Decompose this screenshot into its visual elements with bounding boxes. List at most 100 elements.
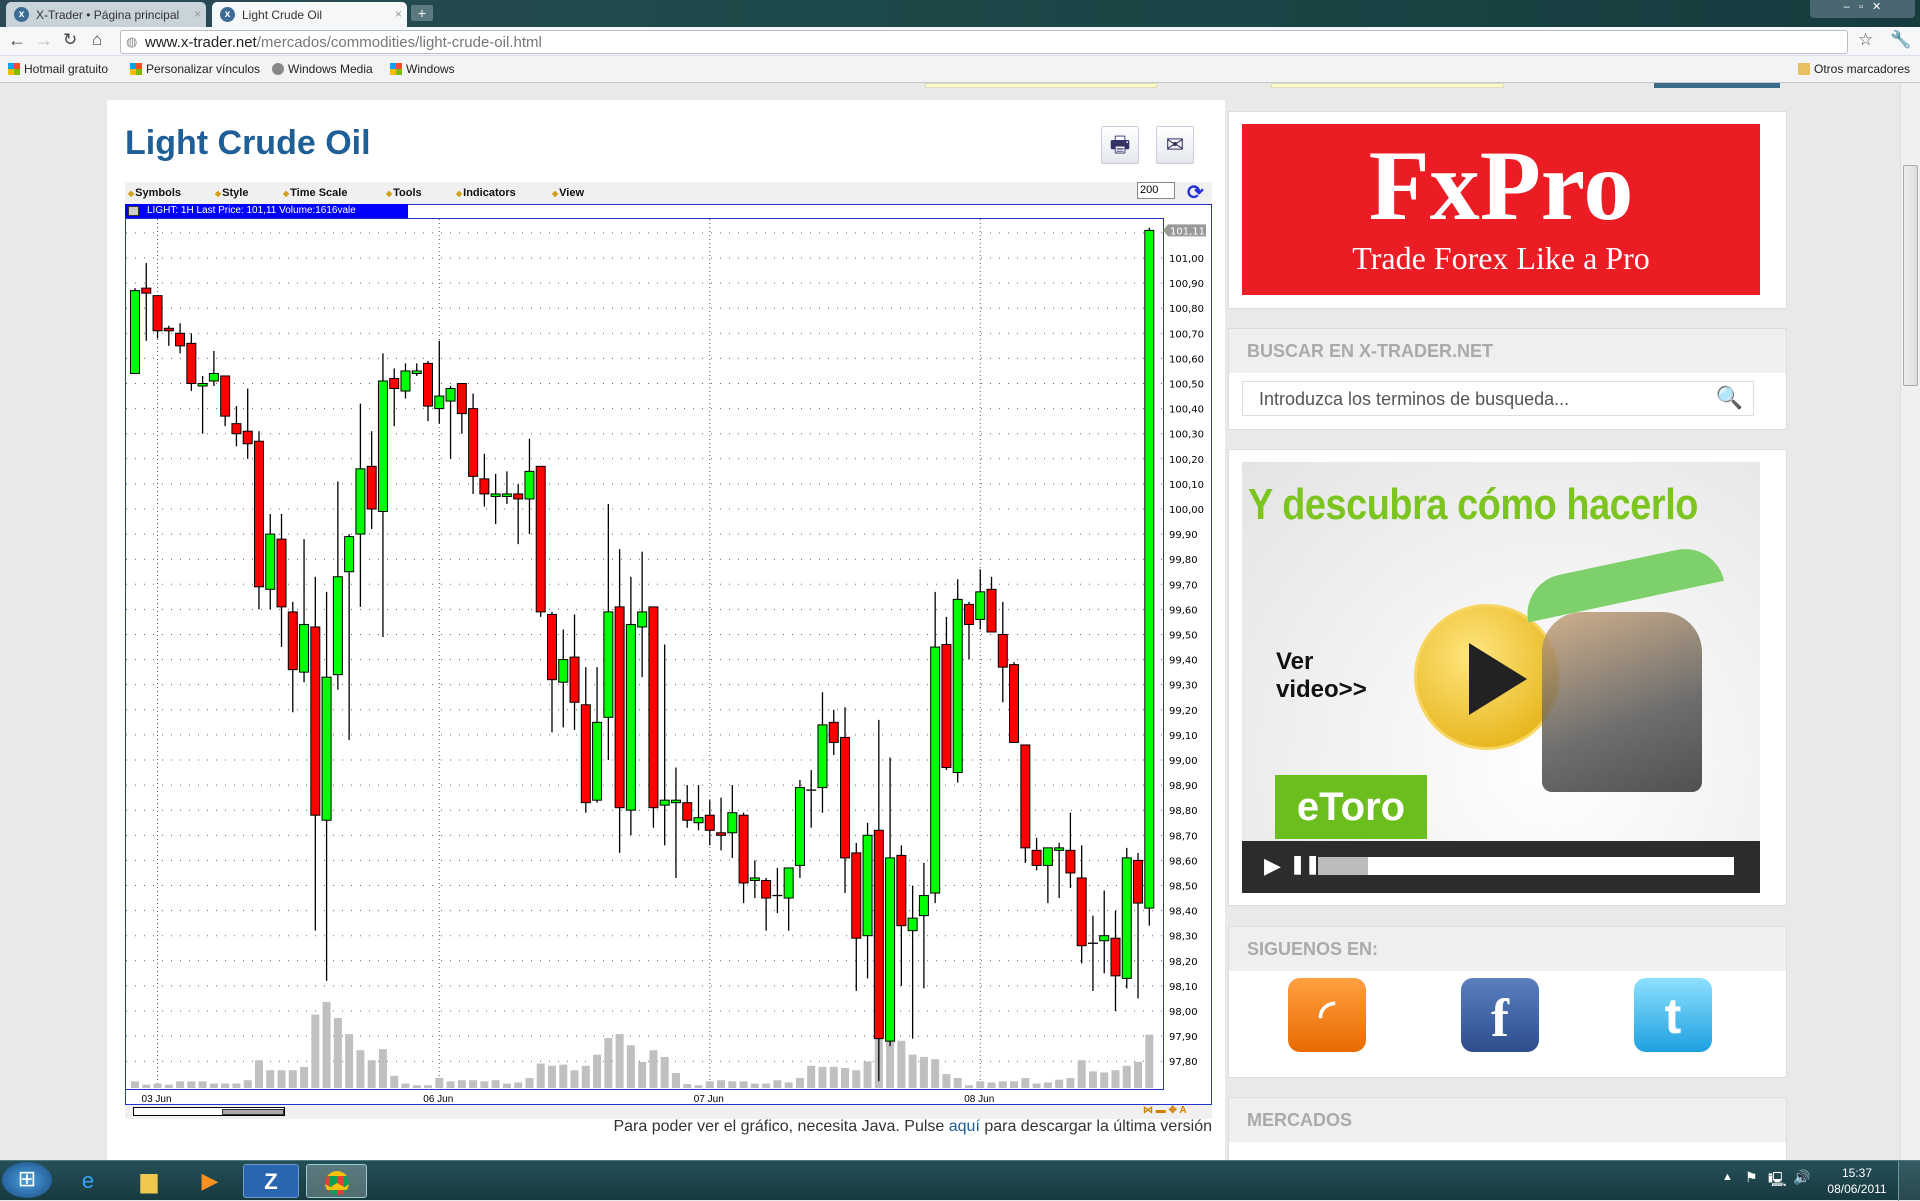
chrome-icon xyxy=(324,1171,349,1196)
menu-time-scale[interactable]: Time Scale xyxy=(283,187,347,199)
chart-info-bar: LIGHT: 1H Last Price: 101,11 Volume:1616… xyxy=(125,204,408,218)
url-path: /mercados/commodities/light-crude-oil.ht… xyxy=(256,34,542,51)
site-favicon: x xyxy=(220,7,235,22)
search-header: BUSCAR EN X-TRADER.NET xyxy=(1229,329,1786,373)
page-title: Light Crude Oil xyxy=(125,124,371,162)
rss-icon[interactable]: ◜ xyxy=(1288,978,1366,1052)
show-desktop-button[interactable] xyxy=(1898,1161,1920,1201)
url-domain: www.x-trader.net xyxy=(145,34,257,51)
window-controls[interactable]: ‒ ▫ ✕ xyxy=(1810,0,1915,18)
etoro-logo: eToro xyxy=(1275,775,1427,839)
java-download-link[interactable]: aquí xyxy=(948,1118,980,1135)
close-tab-icon[interactable]: × xyxy=(193,7,201,21)
windows-flag-icon xyxy=(8,63,20,75)
globe-icon xyxy=(272,63,284,75)
explorer-folder-icon[interactable]: ▆ xyxy=(140,1168,158,1193)
folder-icon xyxy=(1798,63,1810,75)
menu-symbols[interactable]: Symbols xyxy=(128,187,181,199)
header-button xyxy=(1654,83,1780,88)
forward-icon[interactable]: → xyxy=(35,30,53,50)
bookmark-windows-media[interactable]: Windows Media xyxy=(272,62,373,76)
ie-icon[interactable]: e xyxy=(81,1168,95,1193)
tab-bar: x X-Trader • Página principal × x Light … xyxy=(0,0,1920,27)
menu-tools[interactable]: Tools xyxy=(386,187,422,199)
action-center-flag-icon[interactable]: ⚑ xyxy=(1745,1169,1758,1185)
reload-icon[interactable]: ↻ xyxy=(63,30,78,49)
menu-indicators[interactable]: Indicators xyxy=(456,187,516,199)
etoro-banner[interactable]: Y descubra cómo hacerlo Ver video>> eTor… xyxy=(1242,462,1760,893)
close-tab-icon[interactable]: × xyxy=(394,7,402,21)
clock[interactable]: 15:37 08/06/2011 xyxy=(1827,1166,1887,1196)
back-icon[interactable]: ← xyxy=(8,30,26,50)
man-in-chair-image xyxy=(1542,612,1702,792)
search-panel: BUSCAR EN X-TRADER.NET xyxy=(1228,328,1787,430)
other-bookmarks[interactable]: Otros marcadores xyxy=(1798,62,1910,76)
volume-icon[interactable]: 🔊 xyxy=(1793,1169,1811,1185)
etoro-cta: Ver video>> xyxy=(1276,648,1367,703)
envelope-icon: ✉ xyxy=(1165,132,1185,157)
chart-zoom-controls[interactable]: ⋈ ▬ ✥ A xyxy=(1143,1105,1187,1116)
chart-plot-area[interactable] xyxy=(125,218,1164,1090)
chart-menu: Symbols Style Time Scale Tools Indicator… xyxy=(125,182,1212,204)
app-z-icon[interactable]: Z xyxy=(243,1164,299,1198)
start-button[interactable]: ⊞ xyxy=(2,1162,52,1198)
facebook-icon[interactable]: f xyxy=(1461,978,1539,1052)
chart-scroll-thumb[interactable] xyxy=(222,1109,284,1115)
tab-home[interactable]: x X-Trader • Página principal × xyxy=(6,2,206,27)
wrench-icon[interactable]: 🔧 xyxy=(1890,30,1912,49)
search-input[interactable]: Introduzca los terminos de busqueda... 🔍 xyxy=(1242,381,1754,416)
video-controls: ▶ ❚❚ xyxy=(1242,841,1760,893)
page-scrollbar[interactable] xyxy=(1900,83,1920,1160)
email-button[interactable]: ✉ xyxy=(1156,126,1194,164)
twitter-icon[interactable]: t xyxy=(1634,978,1712,1052)
new-tab-button[interactable]: + xyxy=(411,5,433,21)
windows-flag-icon xyxy=(390,63,402,75)
header-field xyxy=(1271,83,1504,88)
markets-header: MERCADOS xyxy=(1229,1098,1786,1142)
chrome-taskbar-button[interactable] xyxy=(306,1164,367,1198)
network-icon[interactable]: 🖳 xyxy=(1768,1171,1787,1187)
menu-view[interactable]: View xyxy=(552,187,584,199)
chart-scrollbar[interactable] xyxy=(133,1107,285,1116)
markets-panel: MERCADOS xyxy=(1228,1097,1787,1167)
tray-expand-icon[interactable]: ▲ xyxy=(1722,1171,1733,1183)
header-field xyxy=(925,83,1157,88)
site-favicon: x xyxy=(14,7,29,22)
media-player-icon[interactable]: ▶ xyxy=(201,1168,219,1193)
play-small-icon[interactable]: ▶ xyxy=(1264,853,1281,878)
chart-scroll-row: ⋈ ▬ ✥ A xyxy=(125,1105,1212,1119)
fxpro-logo: FxPro xyxy=(1368,130,1634,241)
bookmarks-bar: Hotmail gratuito Personalizar vínculos W… xyxy=(0,56,1920,83)
play-button[interactable] xyxy=(1414,604,1560,750)
play-icon xyxy=(1469,643,1527,715)
tab-label: X-Trader • Página principal xyxy=(36,8,180,22)
address-bar[interactable]: ◍ www.x-trader.net/mercados/commodities/… xyxy=(120,30,1848,54)
bookmark-personalizar[interactable]: Personalizar vínculos xyxy=(130,62,260,76)
etoro-headline: Y descubra cómo hacerlo xyxy=(1248,480,1698,529)
fxpro-tagline: Trade Forex Like a Pro xyxy=(1352,240,1650,276)
periods-input[interactable]: 200 xyxy=(1137,182,1175,199)
printer-icon: 🖶 xyxy=(1109,132,1131,157)
chart-info-icon[interactable] xyxy=(128,206,139,216)
print-button[interactable]: 🖶 xyxy=(1101,126,1139,164)
search-icon[interactable]: 🔍 xyxy=(1715,385,1743,410)
globe-icon: ◍ xyxy=(126,34,138,49)
tab-light-crude-oil[interactable]: x Light Crude Oil × xyxy=(212,2,407,27)
bookmark-windows[interactable]: Windows xyxy=(390,62,455,76)
taskbar: ⊞ e ▆ ▶ Z ▲ ⚑ 🖳 🔊 15:37 08/06/2011 xyxy=(0,1160,1920,1201)
page-scroll-thumb[interactable] xyxy=(1903,165,1918,386)
home-icon[interactable]: ⌂ xyxy=(92,30,103,49)
menu-style[interactable]: Style xyxy=(215,187,248,199)
java-notice: Para poder ver el gráfico, necesita Java… xyxy=(613,1118,1212,1135)
refresh-icon[interactable]: ⟳ xyxy=(1187,182,1204,204)
pause-icon[interactable]: ❚❚ xyxy=(1290,854,1321,874)
bookmark-hotmail[interactable]: Hotmail gratuito xyxy=(8,62,108,76)
tab-label: Light Crude Oil xyxy=(242,8,323,22)
follow-header: SIGUENOS EN: xyxy=(1229,927,1786,971)
video-progress-bar[interactable] xyxy=(1318,857,1734,875)
star-icon[interactable]: ☆ xyxy=(1858,30,1874,49)
windows-flag-icon xyxy=(130,63,142,75)
search-placeholder: Introduzca los terminos de busqueda... xyxy=(1259,389,1570,409)
umbrella-image xyxy=(1520,541,1724,623)
fxpro-banner[interactable]: FxPro Trade Forex Like a Pro xyxy=(1242,124,1760,295)
